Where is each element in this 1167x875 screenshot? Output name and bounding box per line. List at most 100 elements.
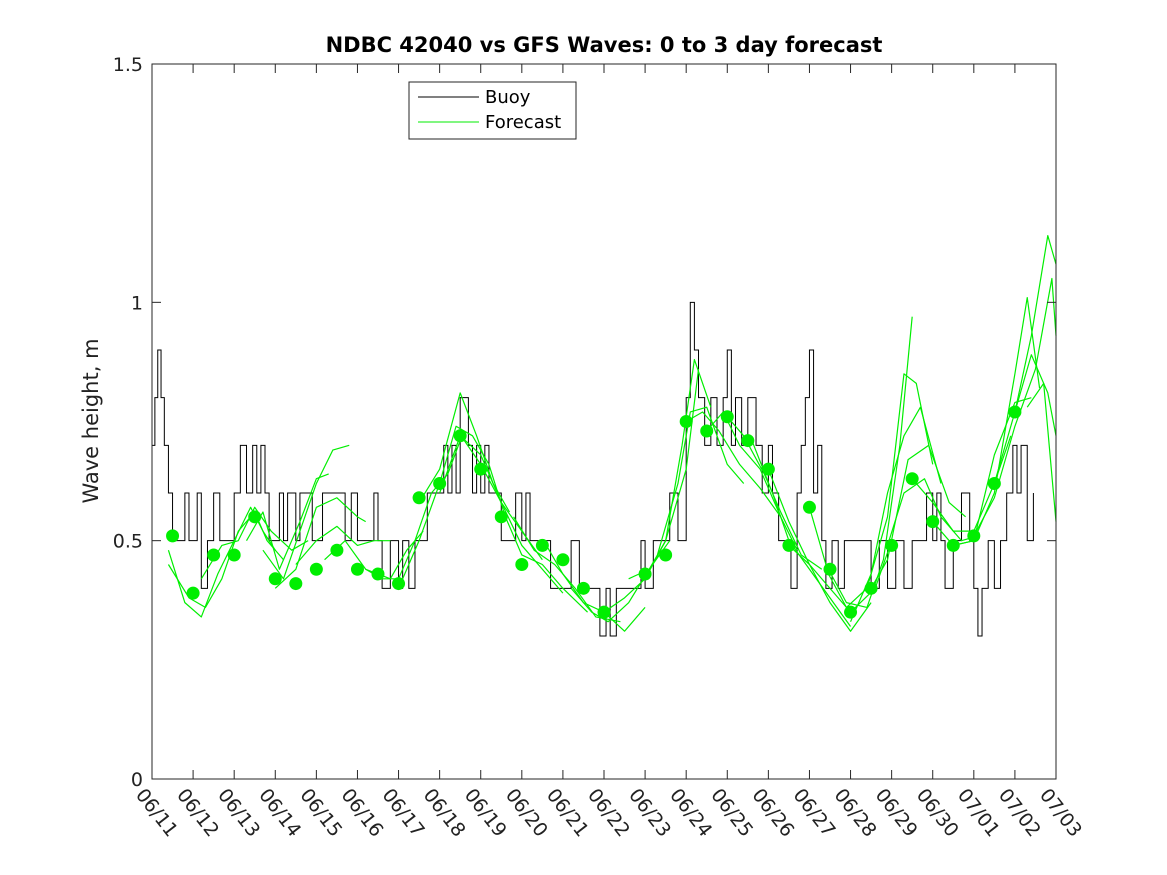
x-tick-label: 06/21 [542,785,593,842]
x-tick-label: 06/29 [871,785,922,842]
forecast-marker [535,538,549,552]
forecast-run-line [973,277,1057,537]
forecast-marker [453,429,467,443]
forecast-run-line [167,506,276,618]
buoy-series [152,301,1034,637]
x-tick-label: 06/26 [747,785,798,842]
buoy-line [152,301,1034,637]
x-tick-label: 06/16 [337,785,388,842]
x-tick-label: 07/03 [1035,785,1086,842]
x-tick-label: 06/27 [789,785,840,842]
y-axis-ticks: 0 0.5 1 1.5 [113,54,1056,791]
forecast-run-line [685,411,782,518]
y-axis-label: Wave height, m [79,338,103,503]
forecast-run-line [262,444,350,580]
forecast-marker [350,562,364,576]
forecast-marker [412,491,426,505]
forecast-run-line [953,296,1041,547]
forecast-marker [720,410,734,424]
x-tick-label: 06/28 [830,785,881,842]
forecast-marker [597,605,611,619]
y-tick-label: 1.5 [113,54,143,76]
forecast-run-line [488,464,588,613]
forecast-marker [885,538,899,552]
x-tick-label: 06/12 [172,785,223,842]
forecast-run-line [788,540,893,613]
forecast-run-line [295,525,391,565]
forecast-marker [782,538,796,552]
forecast-markers [166,405,1022,619]
legend-buoy-label: Buoy [485,87,531,108]
forecast-run-line [1014,354,1057,436]
x-tick-label: 06/25 [706,785,757,842]
forecast-marker [309,562,323,576]
x-tick-label: 06/20 [501,785,552,842]
x-tick-label: 07/01 [953,785,1004,842]
plot-area [152,64,1057,779]
forecast-marker [926,515,940,529]
forecast-marker [227,548,241,562]
forecast-marker [802,500,816,514]
forecast-run-line [993,235,1057,484]
forecast-marker [289,577,303,591]
forecast-marker [761,462,775,476]
forecast-run-line [200,506,309,580]
forecast-marker [371,567,385,581]
forecast-marker [844,605,858,619]
y-tick-label: 0 [131,769,143,791]
forecast-run-line [767,468,872,632]
x-tick-label: 06/22 [583,785,634,842]
legend: Buoy Forecast [408,81,577,140]
y-tick-label: 0.5 [113,531,143,553]
forecast-run-line [397,425,490,589]
x-tick-label: 06/19 [460,785,511,842]
forecast-marker [166,529,180,543]
plot-background [152,64,1056,779]
forecast-run-line [545,545,646,632]
legend-forecast-label: Forecast [485,112,561,133]
x-tick-label: 07/02 [994,785,1045,842]
x-tick-label: 06/30 [912,785,963,842]
forecast-marker [987,476,1001,490]
x-tick-label: 06/14 [254,785,305,842]
forecast-run-line [463,440,564,594]
forecast-marker [248,510,262,524]
legend-box [408,81,577,140]
forecast-marker [823,562,837,576]
forecast-marker [186,586,200,600]
forecast-marker [864,581,878,595]
y-tick-label: 1 [131,292,143,314]
forecast-series [167,235,1057,632]
forecast-run-line [886,478,979,546]
x-tick-label: 06/24 [665,785,716,842]
forecast-run-line [274,497,366,589]
forecast-marker [207,548,221,562]
x-tick-label: 06/11 [131,785,182,842]
chart-title: NDBC 42040 vs GFS Waves: 0 to 3 day fore… [326,33,883,57]
forecast-marker [556,553,570,567]
forecast-run-line [1026,382,1057,522]
forecast-marker [946,538,960,552]
forecast-marker [905,472,919,486]
forecast-run-line [870,444,966,589]
forecast-marker [967,529,981,543]
x-tick-label: 06/15 [295,785,346,842]
x-tick-label: 06/18 [419,785,470,842]
x-tick-label: 06/17 [378,785,429,842]
forecast-run-line [656,406,745,556]
forecast-marker [392,577,406,591]
forecast-marker [268,572,282,586]
forecast-marker [576,581,590,595]
forecast-marker [679,415,693,428]
forecast-marker [474,462,488,476]
x-tick-label: 06/23 [624,785,675,842]
forecast-marker [1008,405,1022,419]
forecast-marker [659,548,673,562]
forecast-run-line [849,406,942,622]
forecast-marker [638,567,652,581]
forecast-run-line [706,411,798,551]
forecast-marker [433,476,447,490]
forecast-marker [494,510,508,524]
forecast-marker [515,558,529,571]
